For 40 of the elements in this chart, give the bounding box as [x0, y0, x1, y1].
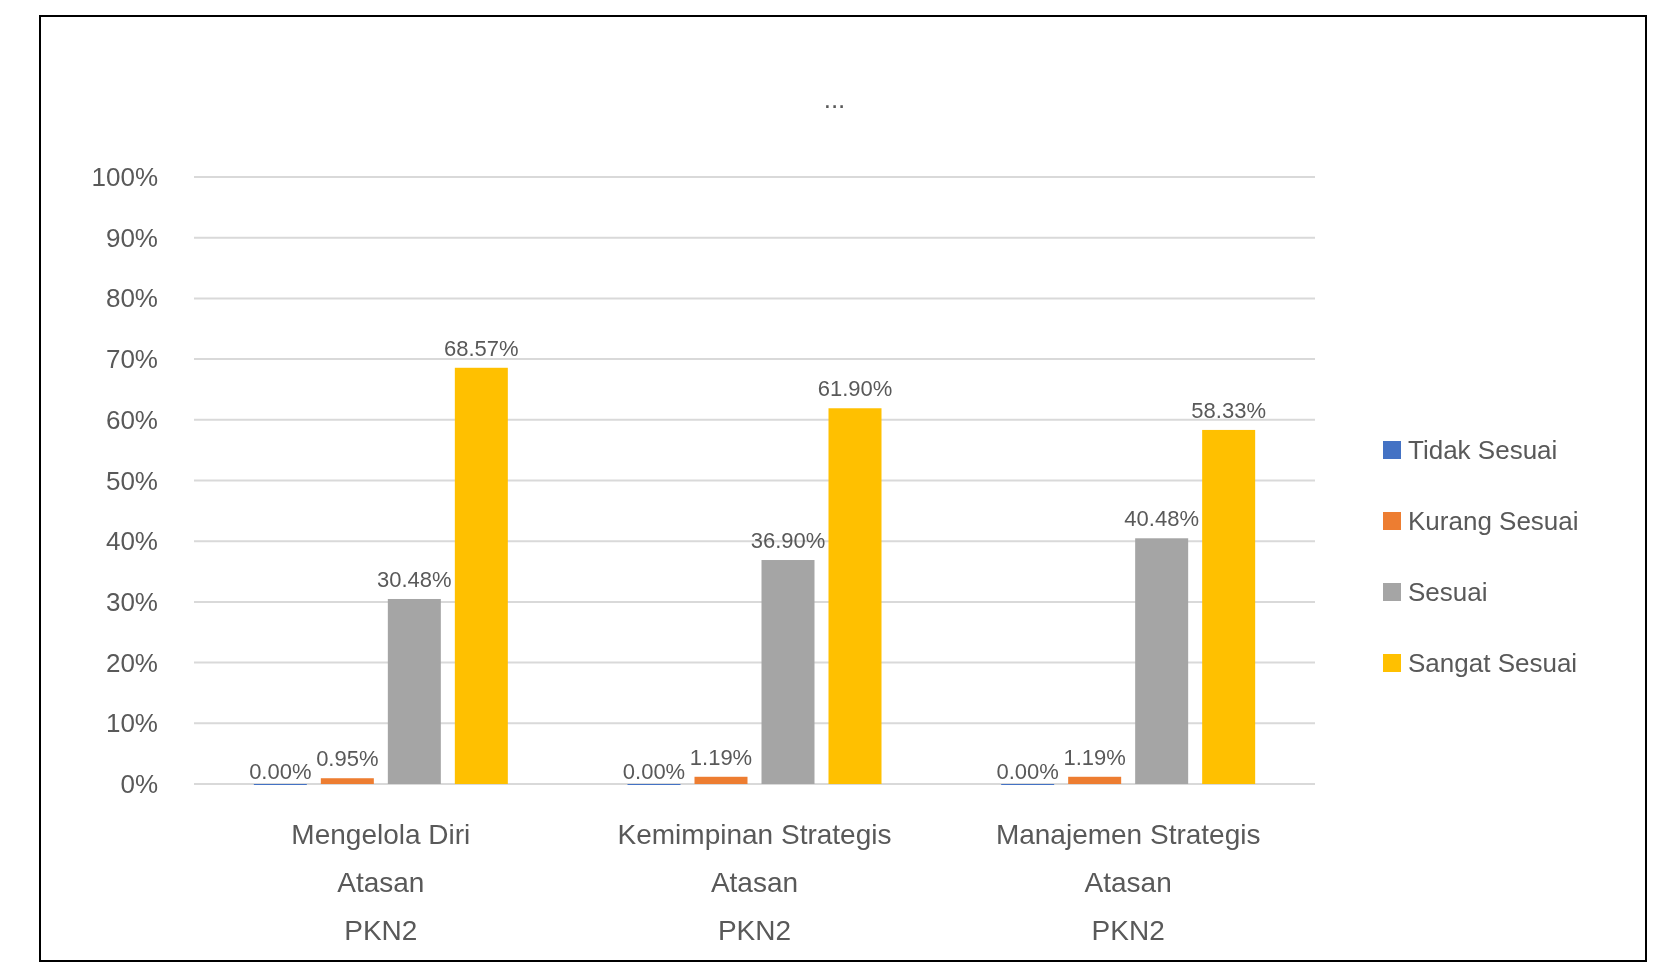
y-tick-label: 20% [105, 647, 158, 678]
bar [828, 408, 882, 784]
data-label: 61.90% [817, 376, 893, 402]
data-label: 58.33% [1191, 397, 1266, 423]
legend-label: Sesuai [1408, 577, 1488, 607]
data-label: 36.90% [750, 528, 826, 554]
y-tick-label: 10% [105, 708, 158, 739]
data-label: 0.00% [996, 759, 1059, 784]
y-tick-label: 100% [91, 162, 158, 192]
data-label: 0.95% [316, 746, 379, 772]
legend-label: Sangat Sesuai [1408, 648, 1578, 678]
y-tick-label: 30% [105, 586, 158, 617]
bar [387, 598, 441, 784]
data-label: 68.57% [444, 335, 519, 361]
y-tick-label: 0% [120, 769, 158, 799]
x-tick-label: Manajemen Strategis Atasan PKN2 [995, 819, 1261, 946]
data-label: 40.48% [1124, 506, 1199, 532]
data-label: 0.00% [622, 759, 686, 784]
x-tick-label: Kemimpinan Strategis Atasan PKN2 [617, 819, 892, 946]
bar [454, 367, 508, 784]
y-tick-label: 60% [105, 404, 158, 435]
x-tick-label: Mengelola Diri Atasan PKN2 [291, 819, 471, 946]
y-tick-label: 80% [105, 283, 158, 314]
bar [694, 776, 748, 784]
y-tick-label: 90% [105, 222, 158, 253]
bar [320, 778, 374, 784]
y-tick-label: 70% [105, 344, 158, 375]
data-label: 1.19% [1063, 744, 1126, 770]
y-tick-label: 40% [105, 526, 158, 557]
data-label: 30.48% [377, 566, 452, 592]
bar [1068, 776, 1122, 784]
bar [761, 560, 815, 784]
bar [1135, 538, 1189, 784]
legend-label: Tidak Sesuai [1408, 435, 1558, 465]
y-tick-label: 50% [105, 465, 158, 496]
data-label: 0.00% [249, 759, 312, 784]
bar [1202, 429, 1256, 784]
data-label: 1.19% [689, 744, 753, 770]
legend-label: Kurang Sesuai [1408, 506, 1579, 536]
chart-title: ... [823, 84, 846, 114]
